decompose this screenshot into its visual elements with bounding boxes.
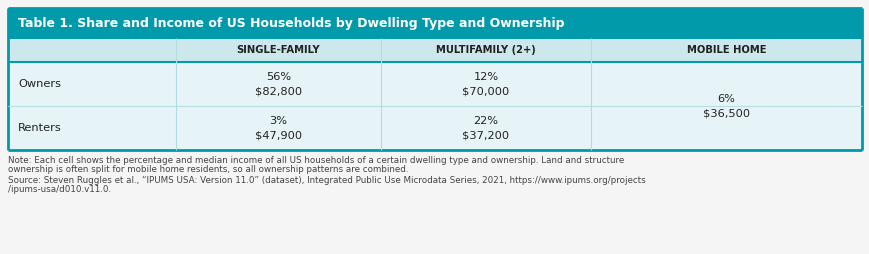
Text: 22%
$37,200: 22% $37,200 [462, 116, 509, 140]
Text: Renters: Renters [18, 123, 62, 133]
Text: MULTIFAMILY (2+): MULTIFAMILY (2+) [435, 45, 535, 55]
Text: ownership is often split for mobile home residents, so all ownership patterns ar: ownership is often split for mobile home… [8, 166, 408, 174]
Text: 12%
$70,000: 12% $70,000 [461, 72, 509, 96]
Bar [8, 38, 861, 62]
Bar [8, 8, 861, 150]
Text: 56%
$82,800: 56% $82,800 [255, 72, 302, 96]
Text: Owners: Owners [18, 79, 61, 89]
Text: Source: Steven Ruggles et al., “IPUMS USA: Version 11.0” (dataset), Integrated P: Source: Steven Ruggles et al., “IPUMS US… [8, 176, 645, 185]
Text: MOBILE HOME: MOBILE HOME [686, 45, 766, 55]
Text: Note: Each cell shows the percentage and median income of all US households of a: Note: Each cell shows the percentage and… [8, 156, 624, 165]
Text: SINGLE-FAMILY: SINGLE-FAMILY [236, 45, 320, 55]
Text: 6%
$36,500: 6% $36,500 [702, 94, 749, 118]
Text: Table 1. Share and Income of US Households by Dwelling Type and Ownership: Table 1. Share and Income of US Househol… [18, 17, 564, 29]
Text: 3%
$47,900: 3% $47,900 [255, 116, 302, 140]
Bar [8, 8, 861, 38]
Text: /ipums-usa/d010.v11.0.: /ipums-usa/d010.v11.0. [8, 185, 111, 195]
